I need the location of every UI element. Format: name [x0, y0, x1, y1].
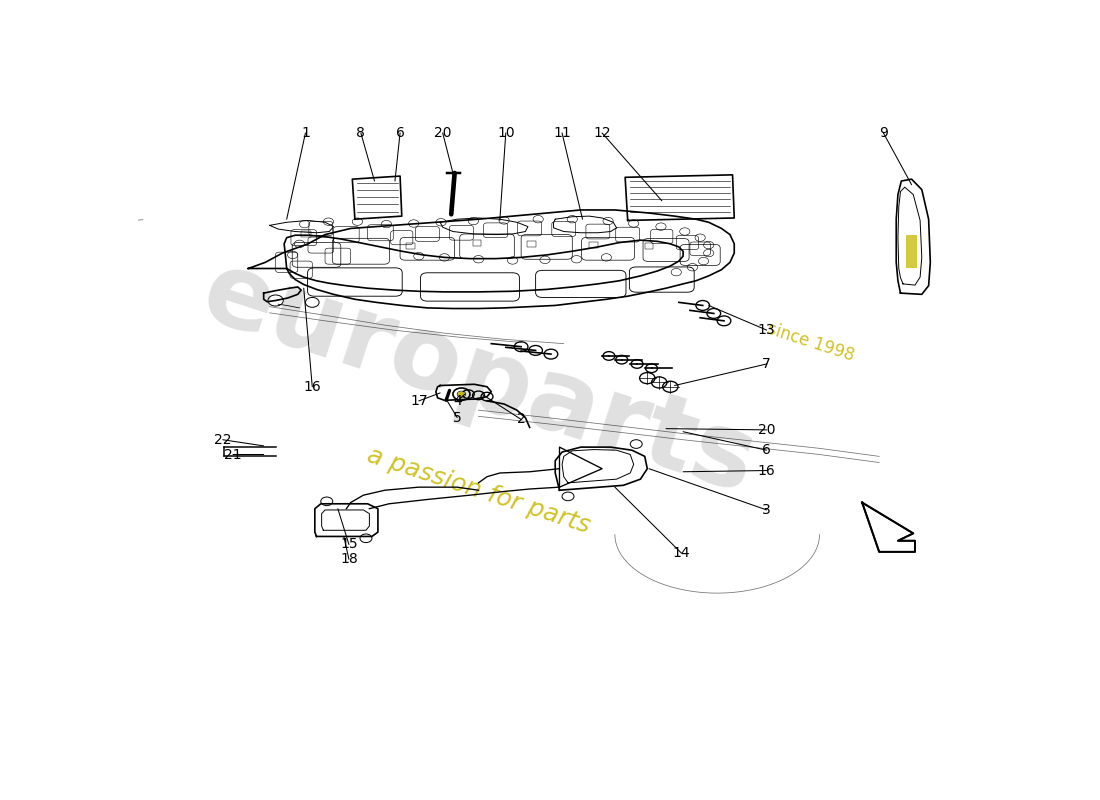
- Text: 3: 3: [762, 503, 771, 517]
- Text: 8: 8: [356, 126, 365, 140]
- Text: 14: 14: [672, 546, 690, 560]
- Text: 18: 18: [340, 552, 358, 566]
- Text: 13: 13: [758, 323, 776, 337]
- Text: 20: 20: [758, 423, 776, 437]
- Bar: [905, 234, 916, 269]
- Bar: [301, 231, 311, 237]
- Text: 15: 15: [340, 538, 358, 551]
- Text: 9: 9: [879, 126, 888, 140]
- Text: 1: 1: [301, 126, 310, 140]
- Text: 6: 6: [396, 126, 405, 140]
- Circle shape: [458, 392, 465, 397]
- Bar: [473, 239, 481, 246]
- Bar: [645, 243, 653, 250]
- Text: 6: 6: [762, 443, 771, 457]
- Text: europarts: europarts: [189, 242, 768, 516]
- Text: 21: 21: [224, 447, 242, 462]
- Polygon shape: [862, 502, 915, 552]
- Text: 5: 5: [453, 410, 462, 425]
- Text: 2: 2: [517, 413, 526, 426]
- Text: 7: 7: [762, 357, 771, 371]
- Text: 22: 22: [214, 433, 231, 446]
- Text: 4: 4: [453, 394, 462, 408]
- Text: 12: 12: [593, 126, 611, 140]
- Bar: [590, 242, 598, 248]
- Text: 16: 16: [758, 463, 776, 478]
- Bar: [406, 243, 415, 250]
- Text: 17: 17: [410, 394, 428, 408]
- Bar: [527, 241, 536, 247]
- Text: a passion for parts: a passion for parts: [364, 442, 593, 538]
- Text: 16: 16: [304, 380, 321, 394]
- Text: 20: 20: [433, 126, 451, 140]
- Text: 11: 11: [553, 126, 571, 140]
- Text: since 1998: since 1998: [766, 320, 857, 365]
- Text: 10: 10: [497, 126, 515, 140]
